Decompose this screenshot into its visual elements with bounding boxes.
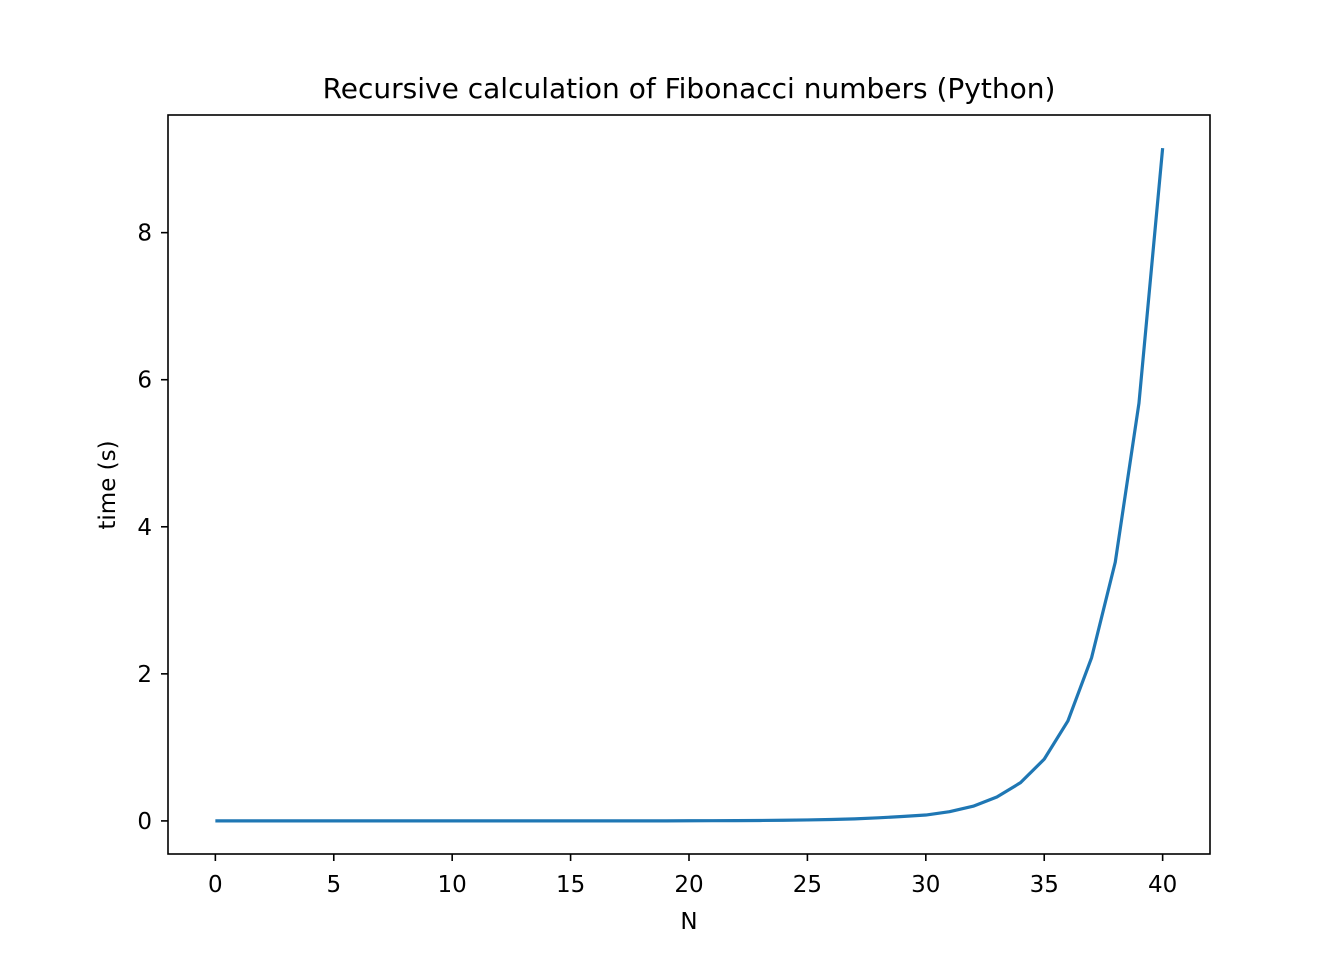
plot-frame [167, 114, 1211, 855]
y-tick-label: 0 [137, 809, 152, 835]
series-layer [215, 147, 1165, 823]
x-tick-label: 20 [674, 872, 703, 898]
y-tick-label: 6 [137, 368, 152, 394]
chart-title: Recursive calculation of Fibonacci numbe… [323, 72, 1056, 105]
x-tick-label: 25 [793, 872, 822, 898]
series-line [215, 147, 1165, 823]
ticks-layer: 0 5 10 15 20 25 30 35 40 0 2 4 6 8 [137, 221, 1177, 898]
x-tick-label: 10 [438, 872, 467, 898]
y-tick-label: 4 [137, 515, 152, 541]
y-tick-label: 2 [137, 662, 152, 688]
x-tick-label: 35 [1030, 872, 1059, 898]
x-tick-label: 0 [208, 872, 223, 898]
y-tick-label: 8 [137, 221, 152, 247]
x-axis-label: N [680, 909, 697, 935]
y-axis-label: time (s) [95, 440, 121, 529]
x-tick-label: 5 [326, 872, 341, 898]
x-tick-label: 40 [1148, 872, 1177, 898]
x-tick-label: 15 [556, 872, 585, 898]
x-tick-label: 30 [911, 872, 940, 898]
